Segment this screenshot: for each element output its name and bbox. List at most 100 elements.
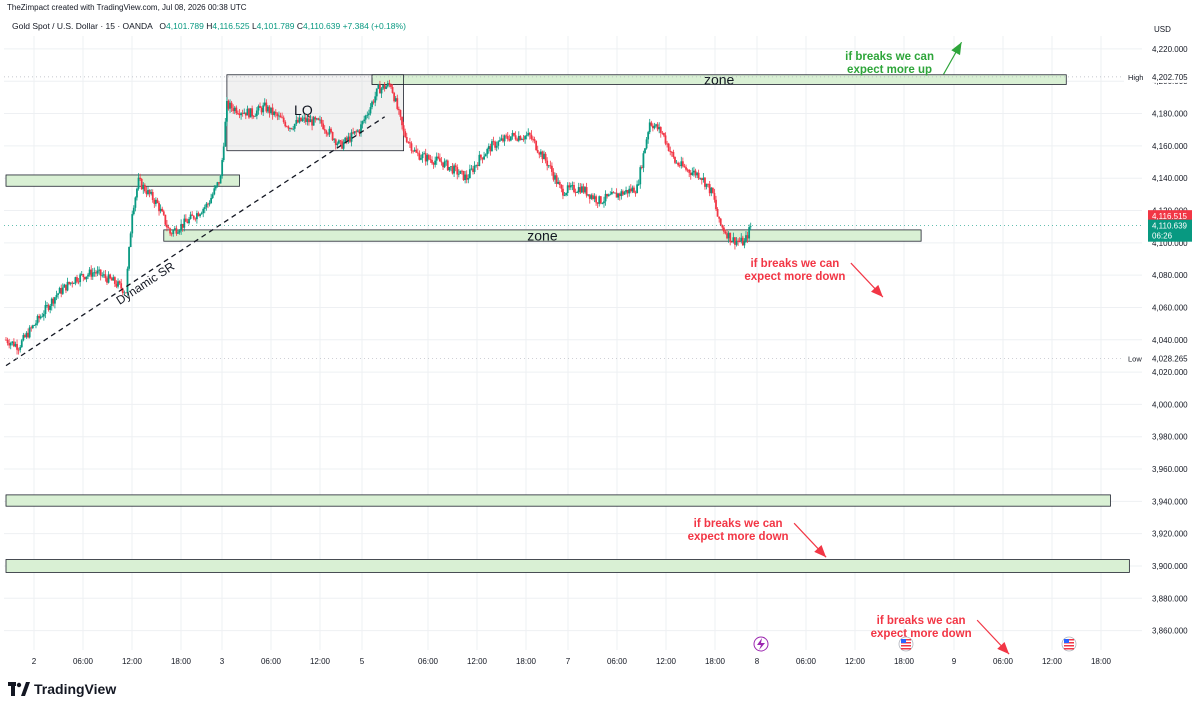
candle-body: [489, 146, 492, 152]
candle-body: [431, 159, 433, 164]
annotation-arrow-head: [871, 284, 883, 298]
candle-body: [580, 186, 583, 193]
candle-body: [349, 136, 351, 142]
candle-body: [255, 110, 258, 116]
candle-body: [434, 160, 437, 165]
candle-body: [596, 202, 599, 204]
candle-body: [603, 201, 605, 204]
candle-body: [659, 127, 662, 133]
candle-body: [729, 232, 732, 242]
zone-rect: [5, 494, 1111, 507]
candle-body: [407, 142, 410, 143]
candle-body: [66, 281, 69, 291]
candle-body: [35, 323, 37, 326]
tradingview-logo[interactable]: TradingView: [8, 681, 116, 697]
symbol-name[interactable]: Gold Spot / U.S. Dollar · 15 · OANDA: [12, 21, 153, 31]
candle-body: [610, 191, 613, 195]
candle-body: [609, 194, 612, 196]
candle-body: [58, 287, 61, 294]
candle-body: [656, 124, 659, 130]
candle-body: [473, 165, 476, 172]
candle-body: [184, 218, 187, 222]
candle-body: [544, 153, 547, 161]
candle-body: [237, 113, 239, 114]
candle-body: [80, 274, 83, 275]
candle-body: [9, 343, 12, 346]
candle-body: [295, 119, 298, 124]
candle-body: [590, 195, 593, 199]
candle-body: [708, 184, 711, 194]
candle-body: [251, 108, 254, 117]
candle-body: [536, 149, 539, 153]
trendline-label: Dynamic SR: [114, 259, 178, 308]
candle-body: [467, 178, 470, 180]
candle-body: [483, 156, 485, 160]
candle-body: [639, 167, 642, 185]
candle-body: [259, 105, 261, 108]
candle-body: [334, 139, 337, 146]
candle-body: [702, 177, 705, 181]
candle-body: [38, 315, 41, 319]
candle-body: [132, 207, 135, 215]
candle-body: [380, 88, 383, 94]
candle-body: [492, 141, 495, 143]
us-flag-icon[interactable]: [898, 636, 914, 652]
candle-body: [704, 177, 706, 187]
candle-body: [319, 119, 321, 121]
candle-body: [69, 282, 72, 284]
lightning-event-icon[interactable]: [753, 636, 769, 652]
candle-body: [36, 315, 39, 324]
candle-body: [358, 130, 361, 134]
candle-body: [154, 199, 157, 204]
candle-body: [293, 123, 296, 129]
candle-body: [650, 122, 653, 126]
candle-body: [96, 270, 99, 274]
candle-body: [229, 102, 231, 109]
candle-body: [304, 117, 307, 122]
candle-body: [221, 160, 224, 177]
candle-body: [19, 347, 22, 350]
candle-body: [74, 277, 77, 284]
candle-body: [183, 218, 186, 228]
candle-body: [494, 141, 497, 148]
candle-body: [150, 192, 153, 194]
candle-body: [491, 141, 493, 152]
candle-body: [249, 108, 252, 118]
candle-body: [325, 130, 328, 134]
us-flag-icon[interactable]: [1061, 636, 1077, 652]
time-tick-label: 2: [32, 657, 37, 666]
time-tick-label: 9: [952, 657, 957, 666]
tradingview-brand: TradingView: [34, 681, 117, 697]
zone-label: zone: [704, 72, 735, 88]
candle-body: [367, 113, 370, 115]
candle-body: [727, 232, 730, 239]
candle-body: [107, 274, 110, 283]
flag-canton: [1064, 639, 1069, 643]
time-tick-label: 12:00: [656, 657, 677, 666]
price-axis[interactable]: USD4,220.0004,200.0004,180.0004,160.0004…: [1124, 25, 1192, 636]
candle-body: [208, 203, 211, 205]
candle-body: [577, 187, 580, 193]
candle-body: [276, 113, 279, 117]
change-value: +7.384 (+0.18%): [342, 21, 406, 31]
candle-body: [710, 187, 713, 194]
candle-body: [511, 132, 514, 137]
time-axis[interactable]: 2 06:00 12:00 18:00 3 06:00 12:00 5 06:00 12:00 18…: [32, 636, 1112, 666]
candle-body: [161, 208, 164, 212]
candle-body: [355, 131, 358, 133]
lightning-glyph: [757, 638, 765, 650]
countdown-value: 06:26: [1152, 232, 1173, 241]
candle-body: [517, 135, 520, 141]
candle-body: [232, 108, 235, 112]
candle-body: [681, 161, 684, 167]
candle-body: [248, 108, 250, 118]
flag-stripe: [901, 648, 911, 650]
candle-body: [126, 268, 129, 293]
annotation-arrow-head: [814, 545, 827, 558]
annotation-text: expect more down: [744, 271, 845, 283]
candle-body: [645, 139, 648, 149]
candle-body: [737, 240, 739, 242]
candle-body: [672, 152, 675, 158]
candle-body: [205, 203, 208, 208]
